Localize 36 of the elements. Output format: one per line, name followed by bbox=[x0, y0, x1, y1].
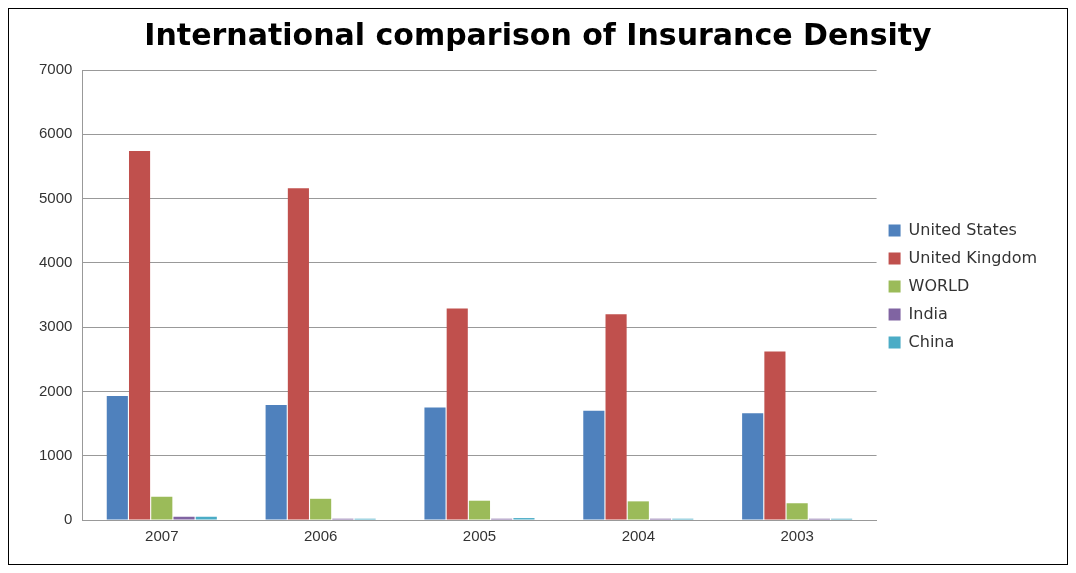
bar bbox=[627, 501, 649, 520]
bar bbox=[265, 404, 287, 520]
bar bbox=[786, 503, 808, 520]
bar bbox=[310, 498, 332, 520]
legend-label: India bbox=[908, 303, 948, 323]
y-tick-label: 1000 bbox=[38, 445, 73, 463]
bar bbox=[173, 516, 195, 520]
bar bbox=[128, 151, 151, 520]
bar bbox=[287, 188, 309, 520]
legend-label: United Kingdom bbox=[908, 247, 1037, 267]
legend-label: WORLD bbox=[908, 275, 970, 295]
bar bbox=[424, 407, 446, 520]
bar bbox=[764, 351, 786, 520]
y-tick-label: 6000 bbox=[38, 124, 73, 142]
bar bbox=[583, 410, 605, 520]
legend-label: China bbox=[908, 331, 955, 351]
x-tick-label: 2007 bbox=[145, 527, 179, 545]
bar bbox=[151, 496, 173, 520]
y-tick-label: 3000 bbox=[38, 317, 73, 335]
x-tick-label: 2005 bbox=[462, 527, 497, 545]
bar bbox=[468, 500, 491, 520]
bar bbox=[605, 314, 627, 520]
bar bbox=[446, 308, 468, 520]
bar bbox=[195, 516, 217, 520]
y-tick-label: 4000 bbox=[38, 253, 73, 270]
x-tick-label: 2004 bbox=[621, 527, 655, 545]
x-tick-label: 2003 bbox=[780, 527, 814, 545]
y-tick-label: 5000 bbox=[38, 188, 73, 206]
bar bbox=[106, 395, 128, 520]
chart-title: International comparison of Insurance Density bbox=[144, 16, 933, 52]
y-tick-label: 0 bbox=[64, 510, 73, 528]
legend-label: United States bbox=[908, 219, 1017, 239]
bar bbox=[742, 413, 764, 520]
y-tick-label: 7000 bbox=[38, 60, 73, 78]
x-tick-label: 2006 bbox=[303, 527, 338, 545]
y-tick-label: 2000 bbox=[38, 381, 73, 399]
